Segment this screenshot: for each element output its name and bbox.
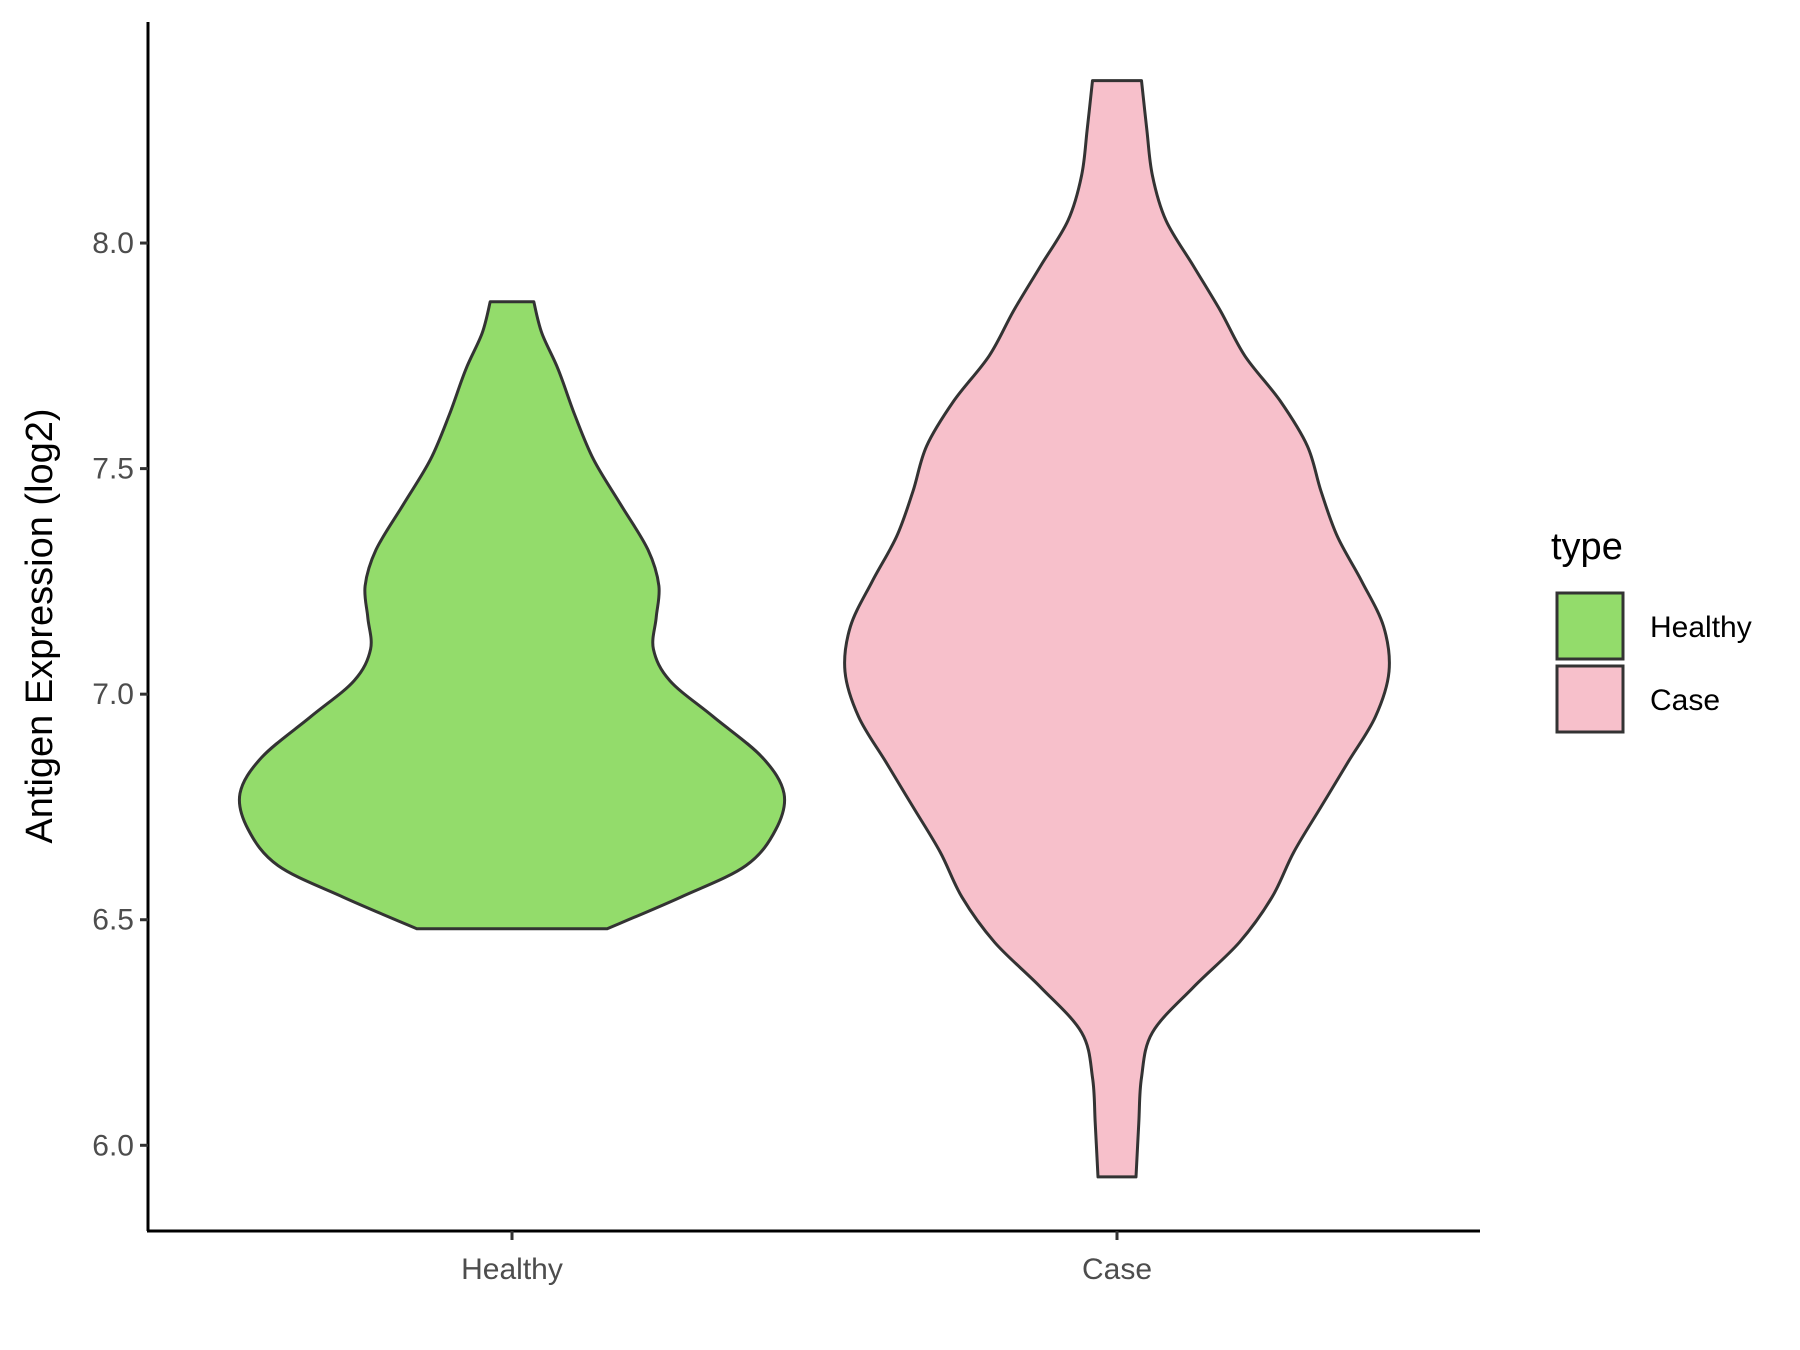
violin-layer [237,79,1391,1179]
y-axis-title: Antigen Expression (log2) [19,408,61,843]
y-tick-label: 8.0 [92,227,134,260]
x-tick-label: Case [1082,1253,1152,1286]
x-tick-label: Healthy [461,1253,563,1286]
x-axis-ticks: Healthy Case [461,1231,1152,1286]
legend-label-healthy: Healthy [1650,611,1752,644]
legend-title: type [1551,526,1623,568]
y-tick-label: 7.5 [92,453,134,486]
violin-healthy [237,300,787,931]
legend-swatch-case [1555,664,1625,734]
legend-swatch-healthy [1555,591,1625,661]
violin-case [843,79,1391,1179]
y-tick-label: 7.0 [92,678,134,711]
y-tick-label: 6.0 [92,1129,134,1162]
legend: type Healthy Case [1551,526,1752,734]
y-tick-label: 6.5 [92,904,134,937]
legend-label-case: Case [1650,684,1720,717]
legend-items: Healthy Case [1555,591,1752,734]
y-axis-ticks: 6.0 6.5 7.0 7.5 8.0 [92,227,148,1162]
